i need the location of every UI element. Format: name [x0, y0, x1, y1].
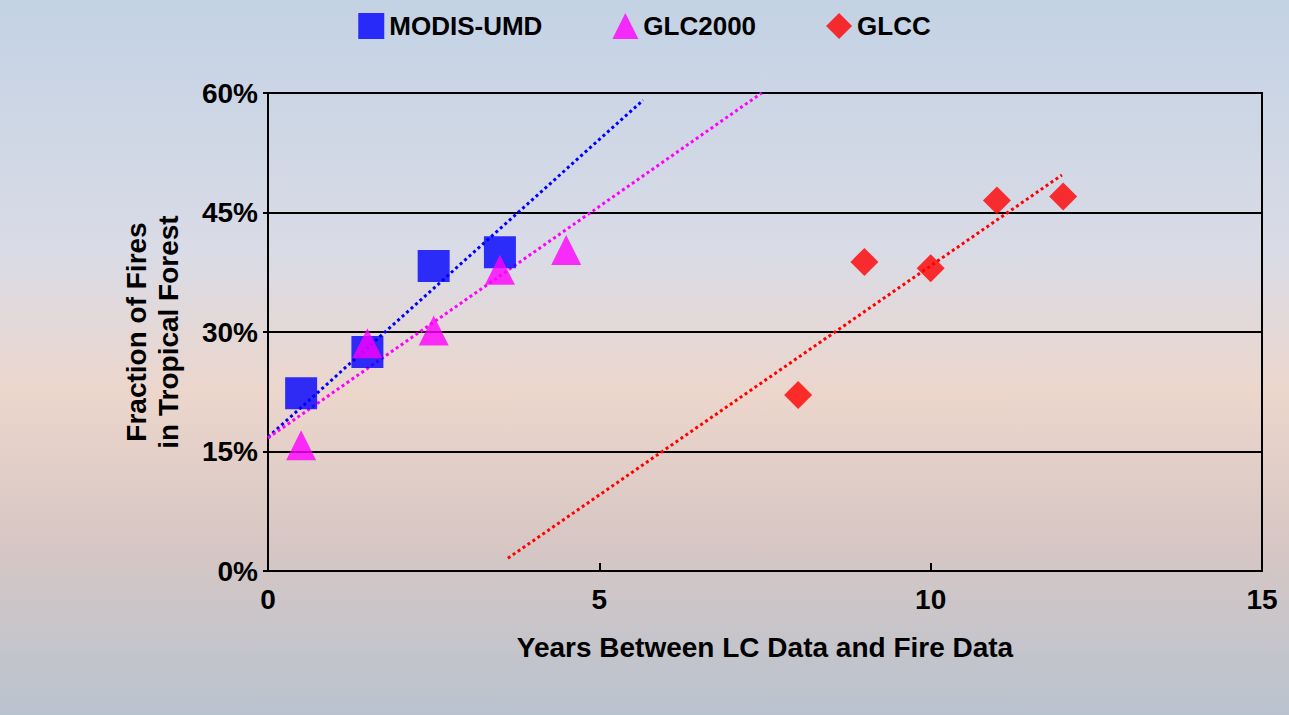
- svg-text:60%: 60%: [202, 78, 258, 109]
- svg-text:10: 10: [915, 584, 946, 615]
- svg-text:15%: 15%: [202, 436, 258, 467]
- svg-text:GLC2000: GLC2000: [643, 11, 756, 41]
- svg-text:5: 5: [592, 584, 608, 615]
- svg-text:Years Between LC Data and Fire: Years Between LC Data and Fire Data: [517, 632, 1014, 663]
- svg-text:45%: 45%: [202, 197, 258, 228]
- svg-text:30%: 30%: [202, 317, 258, 348]
- svg-text:Fraction of Fires: Fraction of Fires: [121, 222, 152, 441]
- svg-text:GLCC: GLCC: [857, 11, 931, 41]
- svg-text:in Tropical Forest: in Tropical Forest: [153, 215, 184, 448]
- svg-text:MODIS-UMD: MODIS-UMD: [389, 11, 542, 41]
- svg-text:0: 0: [260, 584, 276, 615]
- svg-text:15: 15: [1246, 584, 1277, 615]
- svg-text:0%: 0%: [218, 556, 259, 587]
